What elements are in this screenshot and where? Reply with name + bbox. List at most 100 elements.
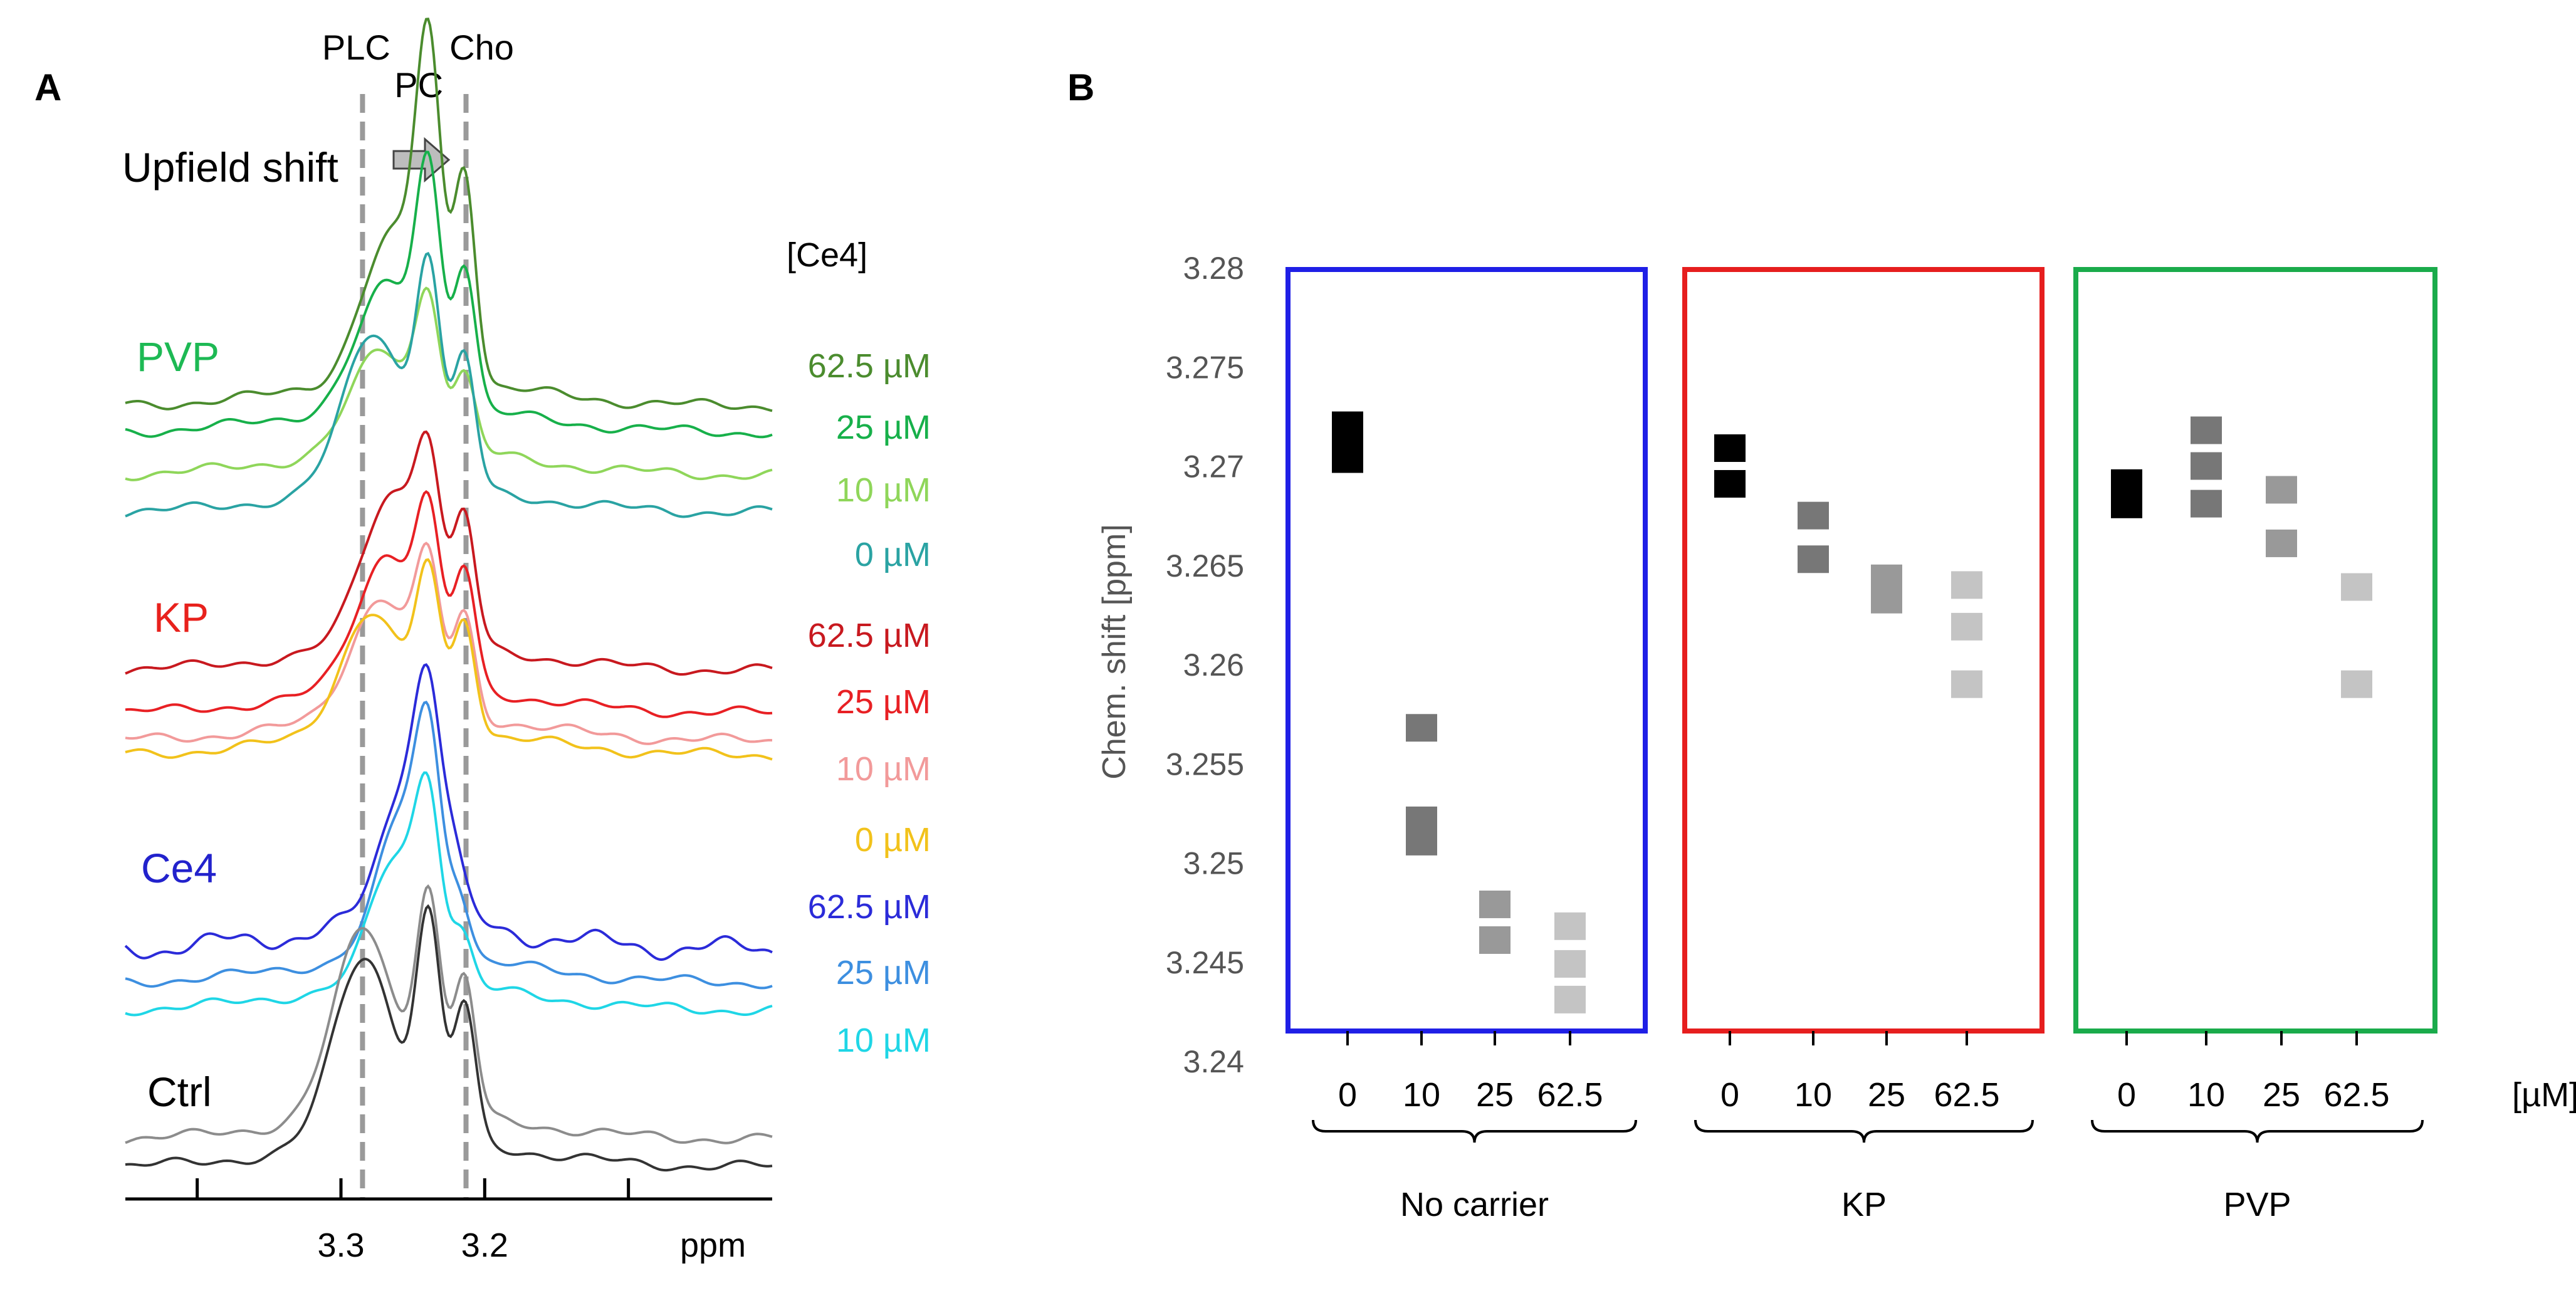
- conc-label: 25 µM: [836, 683, 931, 721]
- x-category-label: 62.5: [2323, 1076, 2389, 1114]
- group-label-kp: KP: [154, 594, 209, 641]
- conc-label: 62.5 µM: [808, 888, 931, 926]
- shift-mark-pvp-10: [2191, 416, 2222, 444]
- peak-label-plc: PLC: [322, 28, 390, 67]
- y-axis-label: Chem. shift [ppm]: [1096, 524, 1133, 779]
- frame-pvp: [2073, 267, 2437, 1034]
- ppm-axis: 3.3 3.2 ppm: [125, 1178, 772, 1264]
- y-axis-ticks: 3.28 3.275 3.27 3.265 3.26 3.255 3.25 3.245 3.24: [1166, 251, 1244, 1079]
- shift-mark-no-carrier-25: [1479, 926, 1511, 954]
- spectrum-trace-pvp-0 µM: [125, 251, 773, 518]
- group-label-ce4: Ce4: [141, 845, 217, 891]
- ppm-tick-label: 3.3: [317, 1227, 364, 1264]
- group-frames: [1285, 267, 2437, 1034]
- spectrum-trace-kp-10 µM: [125, 542, 773, 745]
- y-tick-label: 3.24: [1183, 1044, 1244, 1079]
- spectrum-trace-kp-0 µM: [125, 558, 773, 761]
- x-category-label: 10: [1794, 1076, 1832, 1114]
- y-tick-label: 3.255: [1166, 746, 1244, 782]
- conc-label: 62.5 µM: [808, 617, 931, 654]
- ppm-tick-label: 3.2: [461, 1227, 508, 1264]
- x-category-label: 62.5: [1537, 1076, 1603, 1114]
- group-name-label: KP: [1841, 1186, 1887, 1223]
- x-category-label: 62.5: [1934, 1076, 1999, 1114]
- concentration-header: [Ce4]: [787, 236, 867, 274]
- x-category-label: 0: [2117, 1076, 2136, 1114]
- spectrum-trace-kp-25 µM: [125, 489, 773, 718]
- ppm-axis-label: ppm: [680, 1227, 746, 1264]
- shift-mark-pvp-62.5: [2341, 573, 2372, 601]
- shift-mark-no-carrier-10: [1406, 806, 1437, 856]
- shift-mark-no-carrier-25: [1479, 890, 1511, 918]
- conc-label: 0 µM: [855, 536, 931, 573]
- upfield-shift-label: Upfield shift: [122, 144, 338, 191]
- conc-label: 10 µM: [836, 1022, 931, 1059]
- spectrum-trace-ce4-25 µM: [125, 701, 773, 990]
- spectrum-traces: [124, 18, 773, 1172]
- shift-mark-kp-25: [1871, 564, 1902, 614]
- chemical-shift-panel: B Chem. shift [ppm] 3.283.2753.273.2653.…: [1067, 66, 2576, 1223]
- spectrum-trace-ctrl-0: [125, 884, 773, 1144]
- panel-a-label: A: [34, 66, 61, 108]
- y-tick-label: 3.275: [1166, 350, 1244, 385]
- conc-label: 25 µM: [836, 409, 931, 446]
- spectrum-trace-pvp-25 µM: [125, 150, 773, 439]
- shift-mark-pvp-25: [2266, 529, 2297, 557]
- data-marks: [1332, 411, 2372, 1013]
- shift-mark-no-carrier-62.5: [1554, 950, 1586, 978]
- y-tick-label: 3.27: [1183, 449, 1244, 484]
- x-category-label: 10: [2187, 1076, 2225, 1114]
- group-labels: PVP KP Ce4 Ctrl: [137, 333, 219, 1115]
- panel-b-label: B: [1067, 66, 1094, 108]
- group-name-label: PVP: [2223, 1186, 2291, 1223]
- x-category-label: 0: [1338, 1076, 1357, 1114]
- group-name-label: No carrier: [1400, 1186, 1549, 1223]
- shift-mark-pvp-10: [2191, 452, 2222, 480]
- frame-no-carrier: [1285, 267, 1648, 1034]
- y-tick-label: 3.265: [1166, 548, 1244, 584]
- shift-mark-kp-0: [1714, 469, 1746, 498]
- group-label-ctrl: Ctrl: [147, 1069, 212, 1115]
- spectrum-trace-kp-62.5 µM: [125, 430, 773, 676]
- conc-label: 10 µM: [836, 471, 931, 509]
- y-tick-label: 3.28: [1183, 251, 1244, 286]
- shift-mark-kp-10: [1798, 501, 1829, 530]
- shift-mark-no-carrier-0: [1332, 411, 1363, 473]
- x-category-label: 10: [1403, 1076, 1440, 1114]
- shift-mark-no-carrier-62.5: [1554, 912, 1586, 940]
- frame-kp: [1682, 267, 2045, 1034]
- spectrum-trace-pvp-62.5 µM: [125, 18, 773, 412]
- x-category-label: 0: [1720, 1076, 1739, 1114]
- shift-mark-kp-0: [1714, 434, 1746, 463]
- group-label-pvp: PVP: [137, 333, 219, 380]
- conc-label: 62.5 µM: [808, 347, 931, 385]
- group-bracket: [1312, 1119, 1637, 1143]
- ppm-axis-ticks: 3.3 3.2: [196, 1178, 631, 1264]
- x-category-label: 25: [1868, 1076, 1905, 1114]
- y-tick-label: 3.245: [1166, 945, 1244, 980]
- shift-mark-kp-62.5: [1951, 670, 1982, 698]
- spectrum-trace-ctrl-1: [125, 904, 773, 1172]
- spectrum-trace-ce4-62.5 µM: [124, 663, 773, 961]
- group-bracket: [2091, 1119, 2424, 1143]
- shift-mark-kp-62.5: [1951, 571, 1982, 599]
- group-brackets: No carrier KP PVP: [1312, 1119, 2424, 1223]
- peak-label-cho: Cho: [449, 28, 514, 67]
- group-bracket: [1694, 1119, 2034, 1143]
- y-tick-label: 3.26: [1183, 647, 1244, 683]
- conc-label: 25 µM: [836, 954, 931, 992]
- spectrum-trace-pvp-10 µM: [125, 286, 773, 481]
- concentration-labels: 62.5 µM 25 µM 10 µM 0 µM 62.5 µM 25 µM 10 µM 0 …: [808, 347, 931, 1059]
- shift-mark-no-carrier-10: [1406, 714, 1437, 742]
- y-tick-label: 3.25: [1183, 846, 1244, 881]
- upfield-arrow-icon: [392, 137, 451, 183]
- x-unit-label: [µM]: [2512, 1076, 2576, 1114]
- shift-mark-pvp-0: [2111, 469, 2142, 518]
- spectrum-trace-ce4-10 µM: [125, 771, 773, 1017]
- x-category-label: 25: [2263, 1076, 2300, 1114]
- shift-mark-kp-62.5: [1951, 612, 1982, 641]
- shift-mark-pvp-10: [2191, 489, 2222, 518]
- shift-mark-kp-10: [1798, 545, 1829, 573]
